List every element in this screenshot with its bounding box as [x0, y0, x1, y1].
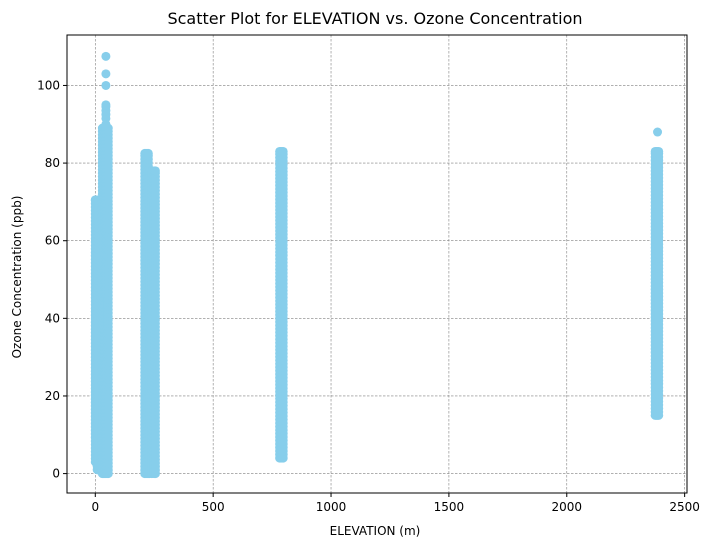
data-point — [654, 146, 664, 156]
x-tick-label: 2000 — [551, 500, 582, 514]
data-point — [101, 51, 111, 61]
y-axis-label: Ozone Concentration (ppb) — [10, 196, 24, 359]
chart-title: Scatter Plot for ELEVATION vs. Ozone Con… — [167, 9, 582, 28]
y-tick-label: 100 — [37, 78, 60, 92]
y-tick-label: 60 — [45, 234, 60, 248]
data-point — [653, 127, 663, 137]
data-point — [101, 80, 111, 90]
plot-frame — [66, 34, 688, 494]
axis-ticks: 0 500 1000 1500 2000 2500 0 20 40 60 80 100 — [37, 78, 700, 514]
x-tick-label: 1000 — [316, 500, 347, 514]
data-point — [143, 148, 153, 158]
data-point — [150, 166, 160, 176]
grid-lines — [67, 35, 687, 493]
y-tick-label: 20 — [45, 389, 60, 403]
y-tick-label: 80 — [45, 156, 60, 170]
y-tick-label: 40 — [45, 311, 60, 325]
data-points — [90, 51, 664, 479]
x-tick-label: 0 — [91, 500, 99, 514]
data-point — [101, 69, 111, 79]
x-tick-label: 500 — [202, 500, 225, 514]
y-tick-label: 0 — [52, 467, 60, 481]
data-point — [278, 146, 288, 156]
x-axis-label: ELEVATION (m) — [330, 524, 421, 538]
x-tick-label: 2500 — [669, 500, 700, 514]
x-tick-label: 1500 — [434, 500, 465, 514]
data-point — [101, 100, 111, 110]
